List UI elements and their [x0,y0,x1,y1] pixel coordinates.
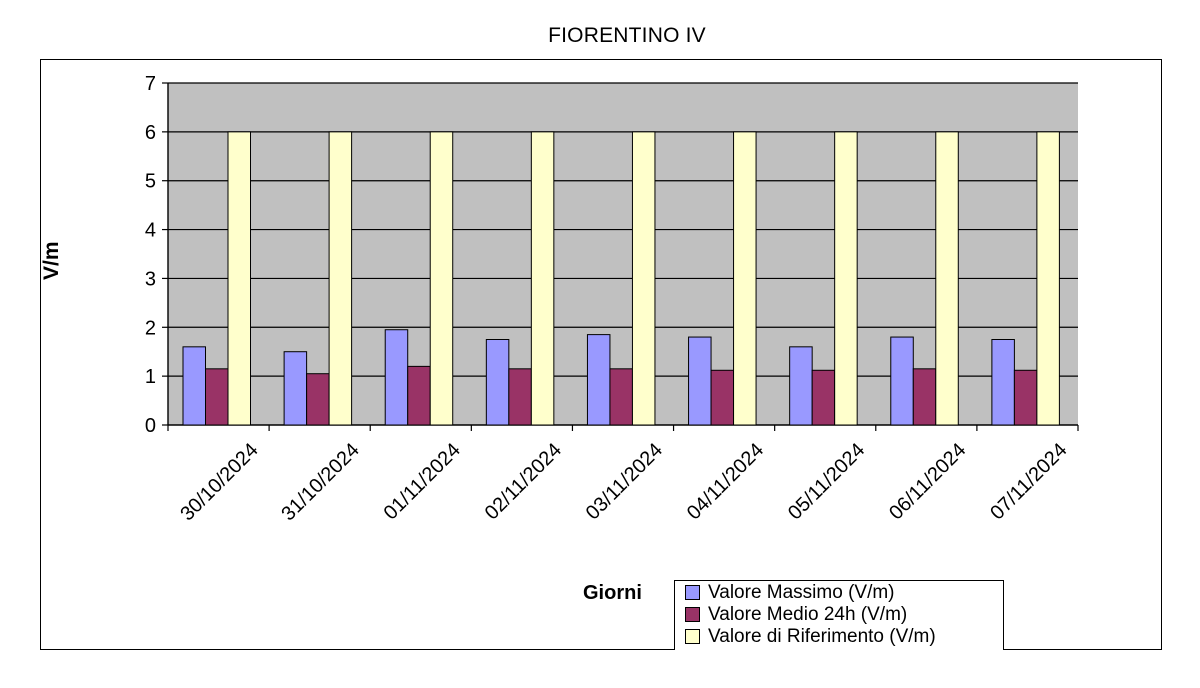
bar-max [182,346,206,426]
bar-mean [407,365,431,426]
bar-mean [811,369,836,426]
x-tick-label: 01/11/2024 [380,439,465,524]
x-tick-label: 31/10/2024 [277,439,363,525]
bar-reference [935,131,959,426]
legend-item-max: Valore Massimo (V/m) [685,582,1003,603]
bar-max [688,336,712,426]
y-tick-label: 4 [145,220,156,242]
bar-mean [912,368,937,426]
chart-legend: Valore Massimo (V/m) Valore Medio 24h (V… [674,580,1004,650]
y-tick-label: 5 [145,171,156,193]
legend-label-max: Valore Massimo (V/m) [708,581,895,603]
bar-reference [733,131,757,426]
legend-swatch-mean [685,607,700,622]
bar-reference [429,131,454,426]
bar-reference [834,131,858,426]
legend-label-mean: Valore Medio 24h (V/m) [708,603,908,625]
x-tick-label: 06/11/2024 [885,439,970,524]
x-tick-label: 02/11/2024 [481,439,566,524]
y-axis-label: V/m [40,241,63,280]
y-tick-label: 1 [145,366,156,388]
bar-max [283,351,308,426]
bar-reference [328,131,353,426]
y-tick-label: 0 [145,415,156,437]
x-tick-label: 07/11/2024 [986,439,1071,524]
y-tick-label: 7 [145,73,156,95]
bar-max [991,339,1015,426]
bar-reference [530,131,555,426]
bar-mean [306,373,330,426]
bar-reference [631,131,656,426]
x-tick-label: 03/11/2024 [582,439,667,524]
bar-reference [1036,131,1060,426]
bar-mean [609,368,633,426]
chart-title: FIORENTINO IV [548,24,706,47]
bar-mean [205,368,229,426]
bar-max [789,346,813,426]
x-axis-label: Giorni [583,582,642,604]
bar-mean [710,369,735,426]
legend-item-reference: Valore di Riferimento (V/m) [685,626,1003,647]
x-tick-label: 05/11/2024 [784,439,869,524]
bar-max [485,339,510,426]
legend-swatch-reference [685,629,700,644]
y-tick-label: 3 [145,268,156,290]
plot-area [168,83,1078,425]
bar-reference [227,131,251,426]
bar-mean [508,368,532,426]
bar-max [890,336,914,426]
y-tick-label: 2 [145,317,156,339]
y-tick-label: 6 [145,122,156,144]
chart-frame [40,59,1162,650]
bar-max [384,329,409,426]
bar-max [586,334,611,426]
legend-label-reference: Valore di Riferimento (V/m) [708,625,936,647]
legend-swatch-max [685,585,700,600]
x-tick-label: 30/10/2024 [176,439,262,525]
legend-item-mean: Valore Medio 24h (V/m) [685,604,1003,625]
x-tick-label: 04/11/2024 [683,439,768,524]
bar-mean [1013,369,1038,426]
